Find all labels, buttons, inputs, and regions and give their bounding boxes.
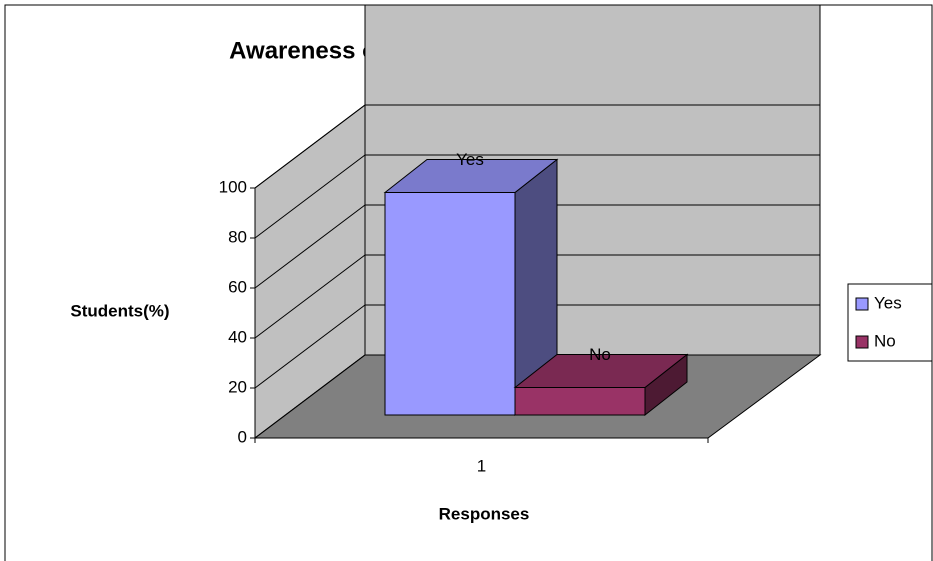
legend-swatch: [855, 297, 869, 311]
data-label: No: [589, 345, 611, 364]
grid-line: [254, 204, 366, 289]
legend-label: No: [874, 331, 896, 350]
x-tick-label: 1: [477, 456, 486, 475]
bar: [513, 353, 689, 417]
y-tick-label: 20: [228, 377, 247, 396]
legend-label: Yes: [874, 293, 902, 312]
y-tick-label: 100: [219, 177, 247, 196]
data-label: Yes: [456, 150, 484, 169]
legend-swatch: [855, 335, 869, 349]
bar-front: [514, 387, 646, 416]
y-tick-label: 40: [228, 327, 247, 346]
grid-line: [254, 154, 366, 239]
y-tick-label: 0: [238, 427, 247, 446]
bar: [383, 158, 559, 417]
y-axis-label: Students(%): [70, 301, 169, 320]
grid-line: [254, 104, 366, 189]
grid-line: [254, 354, 366, 439]
grid-line: [254, 304, 366, 389]
x-axis-label: Responses: [439, 504, 530, 523]
y-tick-label: 60: [228, 277, 247, 296]
grid-line: [254, 254, 366, 339]
y-tick-label: 80: [228, 227, 247, 246]
bar-front: [384, 192, 516, 416]
